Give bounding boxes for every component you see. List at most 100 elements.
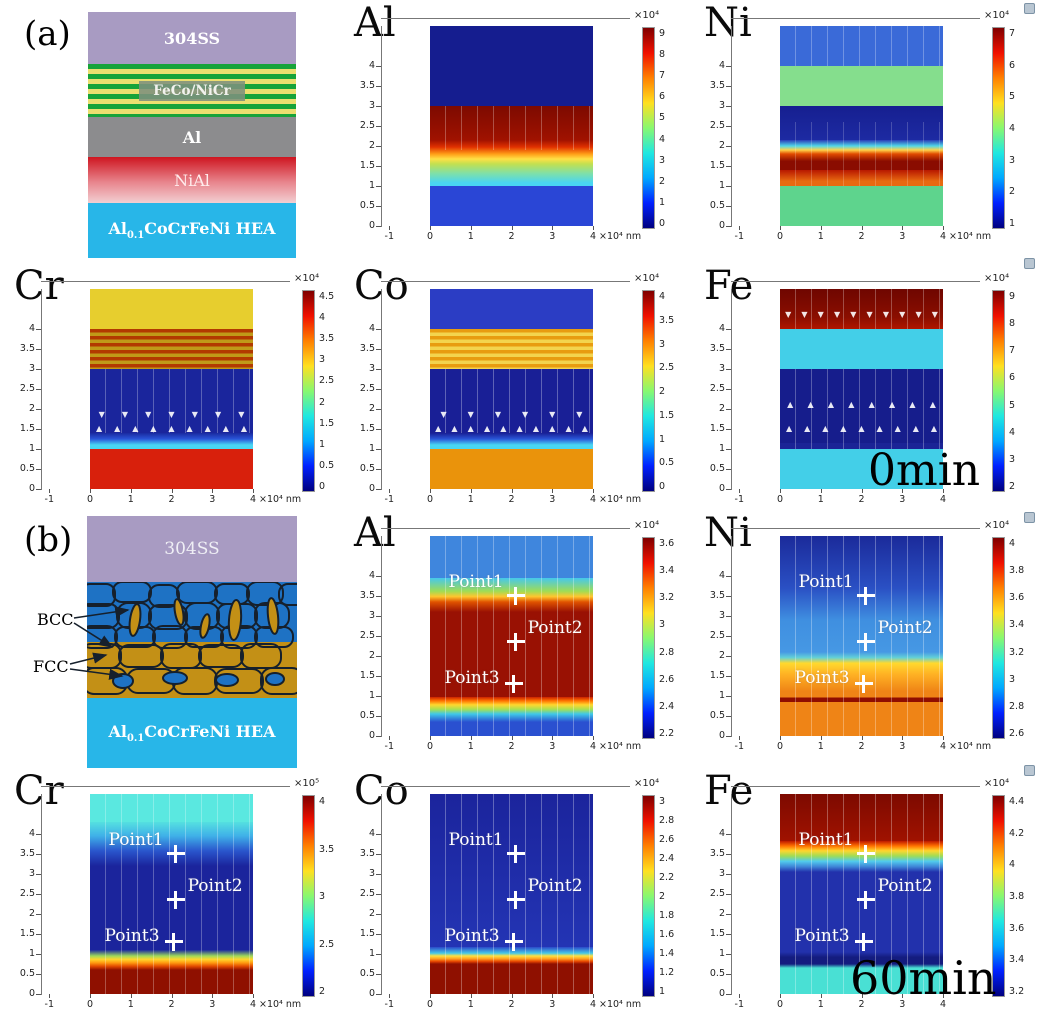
x-tick-mark	[552, 994, 554, 998]
colorbar	[642, 795, 655, 997]
y-tick-mark	[726, 489, 731, 490]
plus-marker-icon	[856, 845, 875, 863]
plus-marker-icon	[504, 933, 523, 951]
schematic-a-stack: 304SS FeCo/NiCr Al NiAl Al0.1CoCrFeNi HE…	[88, 12, 296, 258]
axes-frame-top	[41, 786, 290, 787]
y-tick-mark	[376, 66, 381, 67]
colorbar-tick-label: 0	[659, 481, 666, 492]
x-tick-mark	[470, 994, 472, 998]
y-tick-mark	[726, 66, 731, 67]
x-tick-label: 0	[426, 999, 434, 1010]
y-tick-label: 0	[368, 988, 375, 999]
plus-marker-icon	[166, 845, 185, 863]
y-tick-mark	[726, 834, 731, 835]
y-tick-mark	[726, 389, 731, 390]
y-tick-mark	[726, 226, 731, 227]
y-tick-mark	[376, 146, 381, 147]
y-tick-mark	[376, 469, 381, 470]
x-tick-label: 3	[899, 494, 906, 505]
x-tick-label: 2	[168, 999, 175, 1010]
colorbar-tick-label: 1.6	[659, 929, 675, 940]
x-axis-unit: ×10⁴ nm	[949, 231, 992, 242]
axes-frame-top	[731, 528, 980, 529]
layer-nial: NiAl	[88, 157, 296, 203]
x-tick-mark	[780, 736, 781, 740]
y-tick-mark	[376, 166, 381, 167]
layer-feconicr-label: FeCo/NiCr	[139, 80, 245, 101]
y-tick-label: 2	[368, 403, 375, 414]
colorbar-tick-label: 2.6	[659, 673, 675, 685]
x-tick-mark	[253, 489, 254, 493]
plus-marker-icon	[506, 891, 525, 909]
y-tick-mark	[726, 469, 731, 470]
y-tick-mark	[36, 489, 41, 490]
colorbar-tick-label: 3	[319, 891, 326, 902]
x-tick-mark	[212, 994, 214, 998]
streamlines	[430, 794, 593, 994]
grain-structure-svg	[87, 582, 297, 698]
y-tick-mark	[36, 329, 41, 330]
y-tick-label: 0.5	[19, 463, 35, 474]
panel-cr-0min: Cr ▲ ▲ ▲ ▲ ▲ ▲ ▲ ▲ ▲ ▼ ▼ ▼ ▼ ▼ ▼ ▼ 4 3.5 3 2.5 2 1.5 1 0.5 0 -1 0 1 2…	[0, 263, 340, 510]
colorbar-tick-label: 3.5	[319, 843, 335, 855]
colorbar-tick-label: 1	[319, 438, 326, 450]
colorbar-tick-label: 3.6	[1009, 592, 1025, 604]
x-axis-unit: ×10⁴ nm	[599, 494, 642, 505]
x-tick-label: 1	[467, 741, 474, 752]
y-tick-label: 1	[368, 180, 375, 191]
colorbar-tick-label: 4.4	[1009, 796, 1025, 807]
x-tick-label: 4	[939, 741, 947, 752]
colorbar-tick-label: 3.6	[659, 538, 675, 549]
colorbar-tick-label: 3.2	[1009, 986, 1025, 997]
x-tick-mark	[470, 736, 472, 740]
y-tick-label: 1	[718, 690, 725, 701]
x-tick-mark	[902, 736, 904, 740]
colorbar-tick-label: 4	[319, 312, 326, 324]
plus-marker-icon	[504, 675, 523, 693]
colorbar-tick-label: 3	[1009, 673, 1016, 685]
y-tick-label: 2	[718, 908, 725, 919]
x-tick-label: 1	[467, 494, 474, 505]
y-tick-mark	[726, 934, 731, 935]
x-tick-label: -1	[384, 231, 395, 242]
x-tick-mark	[212, 489, 214, 493]
y-tick-mark	[376, 656, 381, 657]
panel-b-letter: (b)	[24, 520, 73, 560]
colorbar-tick-label: 2	[1009, 186, 1016, 198]
y-tick-label: 4	[368, 828, 375, 839]
probe-point-label: Point3	[104, 926, 160, 946]
y-tick-mark	[726, 429, 731, 430]
x-tick-mark	[470, 489, 472, 493]
element-label: Fe	[704, 768, 754, 814]
x-tick-mark	[552, 736, 554, 740]
heatmap-field: Point1 Point2 Point3	[780, 794, 943, 994]
x-tick-label: 1	[467, 231, 474, 242]
y-tick-mark	[376, 854, 381, 855]
y-tick-label: 0.5	[709, 710, 725, 721]
widget-icon[interactable]	[1024, 765, 1035, 776]
axes-frame-top	[381, 281, 630, 282]
widget-icon[interactable]	[1024, 258, 1035, 269]
y-tick-label: 4	[368, 570, 375, 581]
widget-icon[interactable]	[1024, 3, 1035, 14]
colorbar-tick-label: 2.8	[659, 646, 675, 658]
y-tick-mark	[726, 329, 731, 330]
y-tick-label: 0.5	[359, 200, 375, 211]
x-tick-label: 3	[209, 999, 216, 1010]
y-tick-mark	[36, 369, 41, 370]
x-tick-label: 1	[467, 999, 474, 1010]
colorbar-tick-label: 3.4	[1009, 954, 1025, 966]
widget-icon[interactable]	[1024, 512, 1035, 523]
x-tick-mark	[49, 994, 51, 998]
colorbar-tick-label: 2.6	[1009, 728, 1025, 739]
colorbar-tick-label: 2.4	[659, 853, 675, 864]
colorbar-tick-label: 2.6	[659, 834, 675, 845]
x-tick-mark	[739, 226, 741, 230]
phase-label-bcc: BCC	[37, 610, 74, 629]
panel-a-letter: (a)	[24, 14, 71, 54]
y-tick-label: 0	[28, 988, 35, 999]
x-tick-mark	[593, 226, 594, 230]
probe-point-label: Point1	[448, 830, 504, 850]
y-tick-label: 3.5	[19, 848, 35, 859]
panel-fe-0min: Fe ▲ ▲ ▲ ▲ ▲ ▲ ▲ ▲ ▲ ▲ ▲ ▲ ▲ ▲ ▲ ▲ ▲ ▼ ▼ ▼ ▼ ▼ ▼ ▼ ▼ ▼ ▼ 4 3.5 3 2.5 2 1.…	[690, 263, 1039, 510]
